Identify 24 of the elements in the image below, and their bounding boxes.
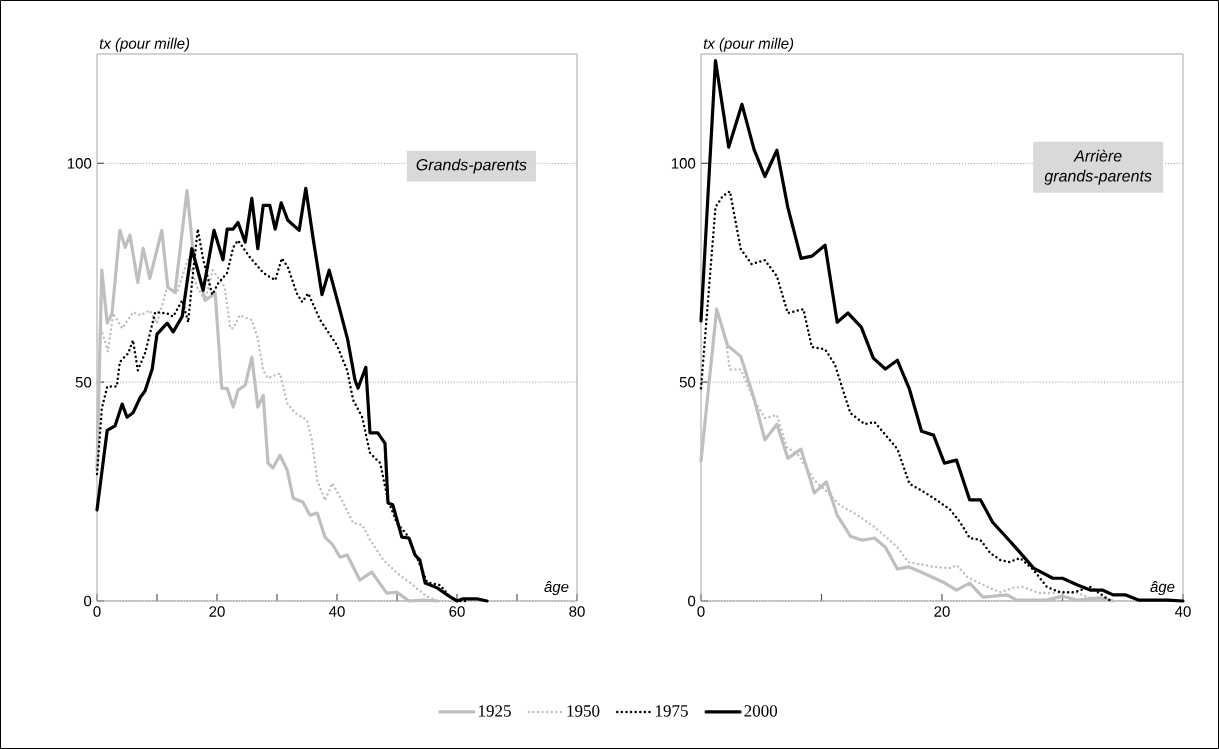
x-tick-label: 0 <box>93 606 101 617</box>
x-tick-label: 20 <box>934 606 950 617</box>
legend-label: 1975 <box>656 705 688 717</box>
y-axis-title: tx (pour mille) <box>703 37 794 52</box>
x-tick-label: 40 <box>1175 606 1191 617</box>
y-tick-label: 50 <box>679 376 696 388</box>
y-tick-label: 100 <box>67 158 92 169</box>
x-tick-label: 40 <box>329 606 345 617</box>
y-tick-label: 0 <box>84 595 92 607</box>
legend-label: 2000 <box>744 705 778 717</box>
text: Grands-parents <box>416 158 527 174</box>
x-axis-title: âge <box>544 581 569 596</box>
x-axis-title: âge <box>1150 581 1175 596</box>
text: Arrière grands-parents <box>1044 149 1152 185</box>
x-tick-label: 20 <box>209 606 225 617</box>
y-tick-label: 100 <box>671 158 696 169</box>
x-tick-label: 0 <box>697 606 705 617</box>
y-tick-label: 50 <box>75 376 92 388</box>
x-tick-label: 60 <box>449 606 465 617</box>
y-axis-title: tx (pour mille) <box>99 37 190 52</box>
y-tick-label: 0 <box>688 595 696 607</box>
legend-label: 1925 <box>479 705 511 717</box>
legend-label: 1950 <box>567 705 600 717</box>
x-tick-label: 80 <box>569 606 585 617</box>
